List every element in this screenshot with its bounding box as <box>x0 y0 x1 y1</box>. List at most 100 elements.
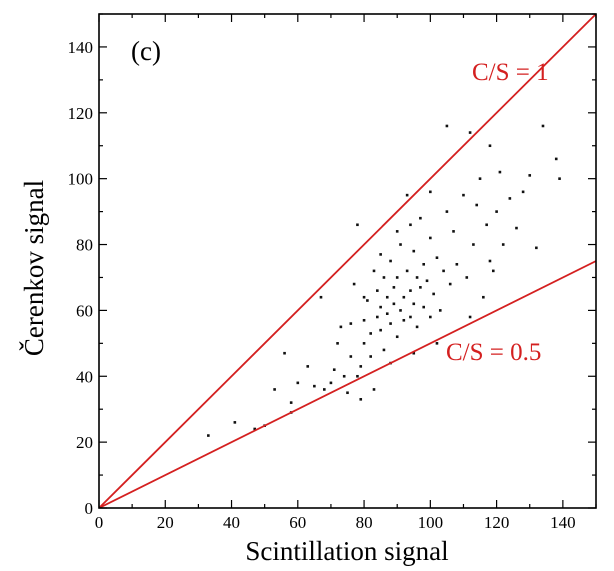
data-point <box>482 295 485 299</box>
data-point <box>465 276 469 279</box>
data-point <box>233 421 237 424</box>
data-point <box>323 388 326 391</box>
data-point <box>415 325 419 329</box>
data-point <box>472 243 475 246</box>
x-tick-label: 20 <box>157 513 174 532</box>
data-point <box>475 203 479 207</box>
data-point <box>521 190 525 194</box>
data-point <box>462 193 465 197</box>
data-point <box>385 295 389 299</box>
data-point <box>442 269 445 273</box>
data-point <box>422 305 426 309</box>
data-point <box>366 299 369 302</box>
data-point <box>448 282 452 286</box>
x-tick-label: 40 <box>223 513 240 532</box>
data-point <box>508 197 512 200</box>
data-point <box>372 388 376 391</box>
reference-line-cs1 <box>99 14 596 508</box>
data-point <box>399 243 402 246</box>
data-point <box>372 269 376 273</box>
data-point <box>554 157 558 161</box>
data-point <box>362 295 366 299</box>
x-axis-title: Scintillation signal <box>245 536 448 566</box>
data-point <box>412 302 416 306</box>
x-tick-label: 0 <box>95 513 104 532</box>
data-point <box>329 381 333 385</box>
data-point <box>488 259 492 263</box>
data-point <box>392 286 396 289</box>
line-label-cs05: C/S = 0.5 <box>446 339 541 366</box>
data-point <box>535 246 538 250</box>
data-point <box>349 322 353 325</box>
data-point <box>339 325 343 329</box>
y-tick-label: 0 <box>85 499 94 518</box>
data-point <box>346 391 349 395</box>
data-point <box>541 124 545 128</box>
y-tick-labels: 0 20 40 60 80 100 120 140 <box>68 38 94 518</box>
data-point <box>369 332 372 335</box>
data-point <box>558 177 561 180</box>
data-point <box>435 342 439 345</box>
data-point <box>491 269 495 273</box>
data-point <box>369 355 372 358</box>
y-tick-label: 40 <box>76 367 93 386</box>
data-point <box>385 312 389 315</box>
axis-ticks <box>98 13 597 509</box>
data-point <box>359 398 363 401</box>
data-point <box>332 368 336 371</box>
y-tick-label: 20 <box>76 433 93 452</box>
data-point <box>452 230 455 233</box>
data-point <box>392 302 396 306</box>
data-point <box>395 230 399 233</box>
data-point <box>528 174 532 177</box>
data-point <box>422 262 426 266</box>
data-point <box>468 315 472 319</box>
reference-line-cs05 <box>99 260 596 508</box>
data-point <box>362 342 366 345</box>
y-tick-label: 80 <box>76 236 93 255</box>
data-point <box>488 144 492 148</box>
data-point <box>395 276 399 279</box>
data-point <box>389 322 392 325</box>
data-point <box>438 309 442 312</box>
line-label-cs1: C/S = 1 <box>472 59 549 86</box>
data-point <box>362 318 366 322</box>
data-point <box>342 374 346 378</box>
data-point <box>432 292 435 296</box>
data-point <box>379 328 382 332</box>
data-point <box>429 236 432 240</box>
plot-frame <box>98 13 597 509</box>
data-point <box>376 289 379 292</box>
data-point <box>495 210 498 213</box>
data-point <box>283 351 286 355</box>
data-point <box>399 309 402 312</box>
data-point <box>409 289 412 292</box>
x-tick-label: 80 <box>356 513 373 532</box>
x-tick-label: 100 <box>418 513 444 532</box>
data-point <box>409 315 412 319</box>
data-point <box>412 351 416 355</box>
data-point <box>468 131 472 134</box>
data-point <box>409 223 412 227</box>
x-tick-label: 120 <box>484 513 510 532</box>
panel-label: (c) <box>131 36 161 66</box>
data-point <box>419 286 422 289</box>
y-tick-label: 120 <box>68 104 94 123</box>
data-point <box>405 269 409 273</box>
x-tick-labels: 0 20 40 60 80 100 120 140 <box>95 513 576 532</box>
data-point <box>296 381 300 385</box>
data-point <box>289 401 293 404</box>
data-point <box>379 253 382 256</box>
data-point <box>402 318 406 322</box>
data-point <box>412 249 416 253</box>
data-point <box>435 256 439 260</box>
data-points <box>207 124 561 437</box>
data-point <box>478 177 482 180</box>
data-point <box>352 282 356 286</box>
data-point <box>382 276 386 279</box>
data-point <box>429 190 432 194</box>
data-point <box>429 315 432 319</box>
data-point <box>376 315 379 319</box>
data-point <box>356 223 359 227</box>
data-point <box>498 170 502 174</box>
